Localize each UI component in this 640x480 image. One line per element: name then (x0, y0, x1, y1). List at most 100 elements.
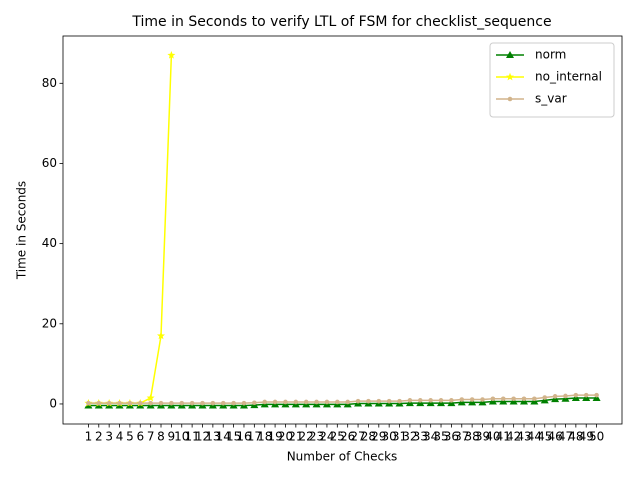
y-tick-label: 60 (42, 156, 57, 170)
marker (179, 400, 185, 406)
marker (157, 331, 165, 340)
x-tick-label: 22 (299, 430, 314, 444)
marker (366, 398, 371, 404)
marker (405, 399, 414, 407)
marker (407, 398, 413, 403)
legend-label: norm (535, 48, 566, 62)
x-tick-label: 30 (382, 430, 397, 444)
x-tick-label: 31 (392, 430, 407, 444)
x-tick-label: 11 (184, 430, 199, 444)
x-tick-label: 34 (423, 430, 438, 444)
marker (148, 400, 153, 406)
marker (500, 396, 506, 402)
marker (499, 397, 508, 405)
marker (293, 399, 299, 405)
marker (469, 397, 475, 402)
marker (426, 399, 435, 407)
plot-frame (62, 35, 623, 425)
x-tick-label: 4 (116, 430, 124, 444)
marker (511, 396, 516, 402)
marker (210, 400, 216, 406)
marker (272, 399, 278, 405)
marker (530, 397, 539, 405)
x-tick-label: 17 (247, 430, 262, 444)
marker (519, 397, 528, 405)
marker (437, 399, 446, 407)
marker (447, 399, 456, 407)
marker (386, 398, 392, 404)
x-tick-label: 5 (126, 430, 134, 444)
x-tick-label: 48 (568, 430, 583, 444)
x-tick-label: 43 (516, 430, 531, 444)
x-tick-label: 33 (413, 430, 428, 444)
x-tick-label: 45 (537, 430, 552, 444)
marker (571, 393, 580, 401)
marker (583, 392, 589, 398)
x-tick-label: 15 (226, 430, 241, 444)
marker (457, 398, 466, 406)
x-tick-label: 46 (547, 430, 562, 444)
marker (542, 395, 548, 400)
marker (324, 399, 330, 405)
legend-label: no_internal (535, 70, 602, 84)
marker (314, 399, 319, 405)
x-tick-label: 44 (527, 430, 542, 444)
marker (106, 400, 112, 406)
x-tick-label: 13 (205, 430, 220, 444)
marker (262, 399, 268, 405)
marker (355, 398, 361, 404)
marker (416, 399, 425, 407)
marker (561, 394, 570, 402)
x-tick-label: 25 (330, 430, 345, 444)
marker (167, 51, 176, 59)
marker (540, 396, 549, 404)
x-tick-label: 16 (236, 430, 251, 444)
marker (506, 72, 514, 81)
x-tick-label: 12 (195, 430, 210, 444)
marker (397, 398, 402, 404)
y-axis-label: Time in Seconds (15, 181, 29, 280)
x-tick-label: 14 (216, 430, 231, 444)
marker (428, 398, 433, 403)
x-tick-label: 6 (136, 430, 144, 444)
x-tick-label: 32 (402, 430, 417, 444)
marker (449, 398, 454, 403)
marker (506, 51, 514, 58)
marker (303, 399, 309, 405)
marker (480, 397, 485, 402)
marker (86, 400, 91, 406)
marker (490, 396, 496, 402)
marker (521, 396, 527, 402)
legend-label: s_var (535, 92, 567, 106)
marker (592, 393, 601, 401)
marker (478, 398, 487, 406)
x-axis-label: Number of Checks (287, 450, 398, 464)
x-tick-label: 10 (174, 430, 189, 444)
x-tick-label: 24 (319, 430, 334, 444)
x-tick-label: 2 (95, 430, 103, 444)
x-tick-label: 20 (278, 430, 293, 444)
marker (552, 394, 558, 399)
x-tick-label: 27 (350, 430, 365, 444)
marker (507, 96, 513, 102)
marker (563, 393, 568, 399)
marker (582, 393, 591, 401)
x-tick-label: 35 (433, 430, 448, 444)
marker (241, 400, 247, 406)
x-tick-label: 49 (579, 430, 594, 444)
x-tick-label: 18 (257, 430, 272, 444)
x-tick-label: 50 (589, 430, 604, 444)
x-tick-label: 21 (288, 430, 303, 444)
marker (117, 400, 122, 406)
marker (594, 392, 599, 398)
marker (220, 400, 226, 406)
marker (252, 400, 257, 406)
y-tick-label: 0 (49, 396, 57, 410)
marker (146, 393, 155, 402)
marker (189, 400, 195, 406)
x-tick-label: 40 (485, 430, 500, 444)
x-tick-label: 29 (371, 430, 386, 444)
x-tick-label: 37 (454, 430, 469, 444)
marker (509, 397, 518, 405)
marker (488, 397, 497, 405)
